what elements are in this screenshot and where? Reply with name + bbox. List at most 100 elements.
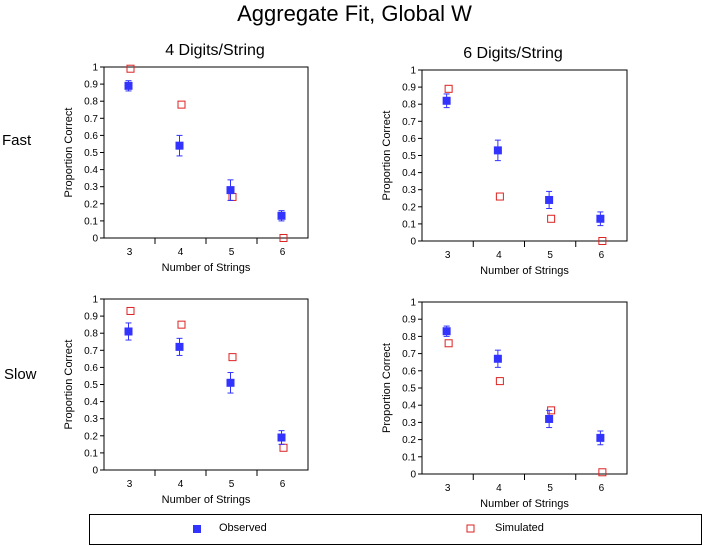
figure-title: Aggregate Fit, Global W [237, 1, 472, 26]
y-tick-label: 1 [92, 295, 98, 306]
y-tick-label: 0.5 [402, 151, 416, 162]
y-tick-label: 0 [92, 234, 98, 245]
observed-point [226, 378, 235, 387]
x-tick-label: 3 [127, 479, 133, 490]
y-tick-label: 0.2 [84, 199, 98, 210]
y-tick-label: 0 [410, 237, 416, 248]
y-tick-label: 0.8 [84, 97, 98, 108]
y-tick-label: 1 [410, 298, 416, 309]
x-tick-label: 5 [229, 479, 235, 490]
y-tick-label: 0.2 [402, 435, 416, 446]
y-tick-label: 0.1 [402, 219, 416, 230]
x-tick-label: 4 [496, 250, 502, 261]
y-tick-label: 0.7 [84, 346, 98, 357]
observed-point [596, 214, 605, 223]
y-tick-label: 0.3 [402, 418, 416, 429]
y-tick-label: 0.8 [84, 329, 98, 340]
x-axis-label: Number of Strings [480, 498, 569, 510]
y-tick-label: 0.3 [84, 414, 98, 425]
observed-point [277, 433, 286, 442]
simulated-point [126, 64, 135, 73]
simulated-point [177, 100, 186, 109]
y-tick-label: 0.4 [402, 168, 416, 179]
y-tick-label: 1 [410, 66, 416, 77]
x-tick-label: 6 [280, 247, 286, 258]
x-tick-label: 4 [496, 483, 502, 494]
simulated-point [279, 234, 288, 242]
y-tick-label: 0.2 [402, 202, 416, 213]
x-tick-label: 3 [445, 483, 451, 494]
y-tick-label: 0.5 [402, 384, 416, 395]
y-tick-label: 0.4 [402, 401, 416, 412]
y-tick-label: 0.9 [402, 315, 416, 326]
x-axis-label: Number of Strings [162, 262, 251, 274]
x-tick-label: 5 [547, 250, 553, 261]
y-tick-label: 0.7 [84, 114, 98, 125]
observed-point [226, 186, 235, 195]
y-tick-label: 0 [92, 466, 98, 477]
panel-slow-4-digits: 0 0.1 0.2 0.3 0.4 0.5 0.6 0.7 0.8 0.9 1 3 4 5 6 Number … [63, 295, 309, 506]
simulated-point [228, 353, 237, 362]
simulated-point [177, 320, 186, 329]
x-tick-label: 3 [445, 250, 451, 261]
y-tick-label: 0.9 [84, 312, 98, 323]
legend-observed-label: Observed [219, 522, 267, 534]
y-axis-label: Proportion Correct [381, 111, 393, 201]
row-label-fast: Fast [2, 132, 32, 149]
y-axis-label: Proportion Correct [63, 108, 75, 198]
plot-frame [103, 298, 309, 471]
y-tick-label: 0.3 [84, 182, 98, 193]
observed-point [545, 414, 554, 423]
x-tick-label: 3 [127, 247, 133, 258]
y-tick-label: 0.2 [84, 431, 98, 442]
legend-simulated-label: Simulated [495, 522, 544, 534]
plot-frame [103, 66, 309, 239]
y-tick-label: 0 [410, 470, 416, 481]
y-tick-label: 0.9 [402, 83, 416, 94]
plot-frame [421, 69, 628, 242]
observed-point [596, 433, 605, 442]
simulated-point [444, 339, 453, 348]
y-tick-label: 0.8 [402, 100, 416, 111]
y-tick-label: 1 [92, 63, 98, 74]
simulated-point [495, 377, 504, 386]
plot-frame [421, 301, 628, 475]
panel-fast-6-digits: 0 0.1 0.2 0.3 0.4 0.5 0.6 0.7 0.8 0.9 1 3 4 5 6 Number … [381, 66, 628, 277]
row-label-slow: Slow [4, 366, 37, 383]
x-tick-label: 6 [280, 479, 286, 490]
observed-point [277, 211, 286, 220]
column-title-4-digits: 4 Digits/String [165, 42, 265, 59]
x-tick-label: 4 [178, 247, 184, 258]
simulated-point [598, 468, 607, 477]
y-tick-label: 0.9 [84, 80, 98, 91]
y-tick-label: 0.4 [84, 397, 98, 408]
observed-point [545, 195, 554, 204]
y-tick-label: 0.3 [402, 185, 416, 196]
x-axis-label: Number of Strings [480, 265, 569, 277]
x-tick-label: 6 [599, 483, 605, 494]
y-tick-label: 0.1 [84, 216, 98, 227]
y-tick-label: 0.1 [84, 448, 98, 459]
observed-point [175, 342, 184, 351]
panel-fast-4-digits: 0 0.1 0.2 0.3 0.4 0.5 0.6 0.7 0.8 0.9 1 3 4 5 6 Number … [63, 63, 309, 274]
legend-simulated-marker [466, 524, 475, 533]
y-tick-label: 0.6 [402, 134, 416, 145]
y-tick-label: 0.7 [402, 117, 416, 128]
simulated-point [495, 192, 504, 201]
observed-point [124, 81, 133, 90]
observed-point [442, 96, 451, 105]
y-tick-label: 0.4 [84, 165, 98, 176]
x-tick-label: 6 [599, 250, 605, 261]
y-tick-label: 0.8 [402, 332, 416, 343]
y-tick-label: 0.6 [402, 366, 416, 377]
observed-point [493, 146, 502, 155]
y-tick-label: 0.6 [84, 363, 98, 374]
simulated-point [547, 214, 556, 223]
observed-point [493, 354, 502, 363]
y-tick-label: 0.1 [402, 452, 416, 463]
x-tick-label: 4 [178, 479, 184, 490]
panel-slow-6-digits: 0 0.1 0.2 0.3 0.4 0.5 0.6 0.7 0.8 0.9 1 3 4 5 6 Number … [381, 298, 628, 510]
y-tick-label: 0.5 [84, 380, 98, 391]
observed-point [442, 327, 451, 336]
